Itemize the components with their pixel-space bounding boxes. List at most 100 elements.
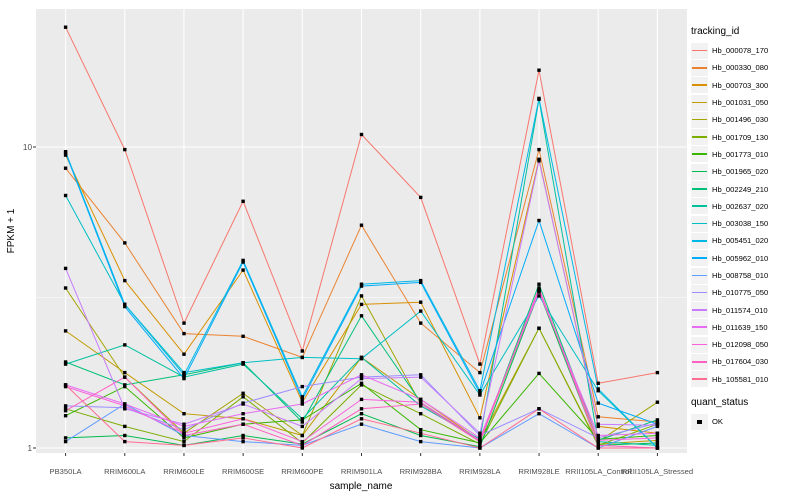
data-point — [596, 438, 600, 443]
data-point — [478, 433, 482, 438]
legend-label: Hb_001709_130 — [712, 132, 769, 142]
data-point — [123, 278, 127, 283]
legend-item: Hb_002637_020 — [691, 198, 797, 215]
x-tick-label: RRIM600LE — [163, 467, 204, 476]
legend-key — [691, 232, 708, 249]
y-tick-label-10: 10 — [23, 143, 33, 152]
data-point — [359, 282, 364, 286]
legend-label: Hb_002249_210 — [712, 184, 769, 194]
data-point — [300, 397, 304, 402]
legend-label: Hb_001965_020 — [712, 167, 769, 177]
data-point — [241, 417, 245, 421]
data-point — [123, 402, 127, 406]
legend-item: Hb_005962_010 — [691, 250, 797, 267]
data-point — [123, 147, 127, 152]
data-point — [123, 404, 127, 408]
data-point — [359, 407, 364, 411]
data-point — [359, 381, 364, 385]
data-point — [359, 294, 364, 298]
legend-title-tracking-id: tracking_id — [691, 26, 740, 37]
data-point — [123, 241, 127, 245]
data-point — [359, 397, 364, 402]
data-point — [478, 370, 482, 375]
legend-line-swatch — [692, 205, 707, 207]
legend-line-swatch — [692, 309, 707, 311]
legend-line-swatch — [692, 188, 707, 190]
legend-key — [691, 181, 708, 198]
data-point — [478, 416, 482, 420]
data-point — [596, 443, 600, 448]
data-point — [300, 400, 304, 404]
legend-key — [691, 267, 708, 284]
data-point — [359, 376, 364, 381]
data-point — [359, 314, 364, 318]
legend: tracking_id Hb_000078_170 Hb_000330_080 Hb… — [691, 26, 797, 430]
data-point — [419, 439, 423, 444]
data-point — [478, 446, 482, 450]
data-point — [182, 433, 186, 438]
legend-item: Hb_105581_010 — [691, 371, 797, 388]
data-point — [123, 370, 127, 375]
data-point — [537, 282, 541, 286]
data-point — [123, 304, 127, 309]
x-tick-label: RRIM600SE — [222, 467, 264, 476]
legend-key — [691, 319, 708, 336]
y-tick-label-1: 1 — [27, 444, 32, 453]
data-point — [419, 428, 423, 432]
data-point — [300, 402, 304, 406]
data-point — [63, 439, 68, 444]
data-point — [537, 159, 541, 163]
data-point — [655, 418, 660, 422]
data-point — [655, 431, 660, 435]
legend-line-swatch — [692, 257, 707, 259]
legend-line-swatch — [692, 326, 707, 328]
data-point — [123, 424, 127, 429]
data-point — [241, 395, 245, 399]
data-point — [596, 424, 600, 429]
legend-label: Hb_010775_050 — [712, 288, 769, 298]
data-point — [182, 431, 186, 435]
legend-key — [691, 59, 708, 76]
data-point — [655, 400, 660, 404]
data-point — [123, 383, 127, 387]
data-point — [537, 290, 541, 294]
legend-label: Hb_001773_010 — [712, 149, 769, 159]
legend-key — [691, 336, 708, 353]
legend-item: Hb_017604_030 — [691, 353, 797, 370]
data-point — [300, 424, 304, 429]
data-point — [63, 404, 68, 408]
legend-entries: Hb_000078_170 Hb_000330_080 Hb_000703_300 H… — [691, 42, 797, 388]
data-point — [419, 412, 423, 416]
legend-key — [691, 302, 708, 319]
legend-label: Hb_011639_150 — [712, 322, 768, 332]
legend-label-ok: OK — [712, 417, 723, 427]
data-point — [478, 439, 482, 444]
data-point — [359, 417, 364, 421]
legend-label: Hb_008758_010 — [712, 271, 769, 280]
data-point — [655, 446, 660, 450]
data-point — [182, 321, 186, 325]
data-point — [537, 371, 541, 376]
data-point — [537, 288, 541, 292]
legend-line-swatch — [692, 136, 707, 138]
data-point — [359, 302, 364, 307]
data-point — [419, 195, 423, 200]
legend-key — [691, 163, 708, 180]
legend-item: Hb_001965_020 — [691, 163, 797, 180]
legend-item: Hb_001031_050 — [691, 94, 797, 111]
data-point — [300, 349, 304, 353]
x-tick-label: RRIM600LA — [104, 467, 146, 476]
data-point — [241, 361, 245, 365]
legend-line-swatch — [692, 170, 707, 173]
data-point — [359, 132, 364, 137]
data-point — [123, 439, 127, 444]
data-point — [359, 373, 364, 377]
data-point — [419, 433, 423, 438]
data-point — [300, 439, 304, 444]
data-point — [123, 407, 127, 411]
data-point — [478, 362, 482, 366]
legend-item: Hb_012098_050 — [691, 336, 797, 353]
data-point — [596, 433, 600, 438]
data-points — [63, 25, 660, 450]
data-point — [359, 412, 364, 416]
